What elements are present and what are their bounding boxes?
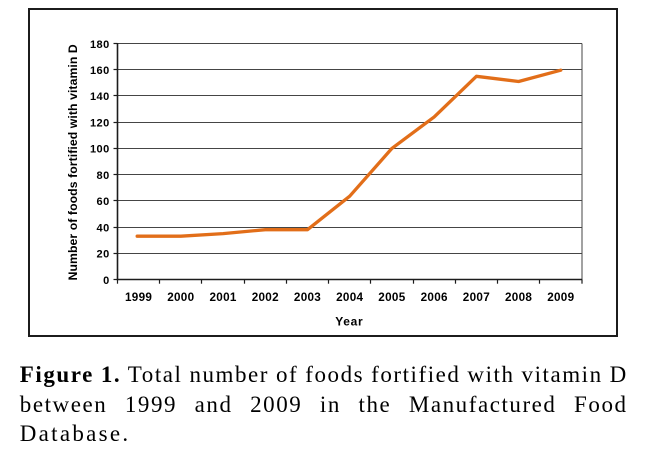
svg-text:160: 160 [90, 65, 110, 77]
svg-text:80: 80 [97, 170, 110, 182]
svg-text:60: 60 [97, 196, 110, 208]
svg-text:40: 40 [97, 222, 110, 234]
svg-text:100: 100 [90, 144, 110, 156]
svg-text:120: 120 [90, 118, 110, 130]
svg-text:0: 0 [103, 275, 110, 287]
svg-text:2005: 2005 [378, 291, 405, 304]
svg-text:2002: 2002 [252, 291, 279, 304]
svg-text:2006: 2006 [421, 291, 448, 304]
svg-text:140: 140 [90, 91, 110, 103]
svg-text:Number of foods fortified with: Number of foods fortified with vitamin D [66, 44, 80, 280]
svg-text:1999: 1999 [125, 291, 152, 304]
svg-text:20: 20 [97, 249, 110, 261]
svg-text:2001: 2001 [209, 291, 236, 304]
svg-text:2008: 2008 [505, 291, 532, 304]
svg-text:2009: 2009 [547, 291, 574, 304]
svg-text:2003: 2003 [294, 291, 321, 304]
svg-text:180: 180 [90, 39, 110, 51]
svg-text:2004: 2004 [336, 291, 363, 304]
svg-text:Year: Year [335, 314, 363, 328]
svg-text:2007: 2007 [463, 291, 490, 304]
svg-text:2000: 2000 [167, 291, 194, 304]
